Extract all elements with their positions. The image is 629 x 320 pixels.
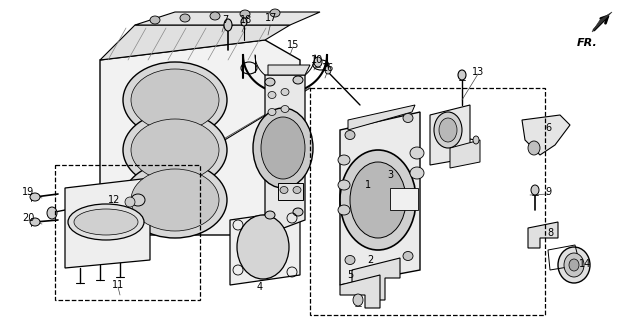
Polygon shape: [268, 65, 310, 75]
Ellipse shape: [265, 211, 275, 219]
Ellipse shape: [224, 19, 232, 31]
Polygon shape: [278, 183, 303, 200]
Text: 13: 13: [472, 67, 484, 77]
Text: 14: 14: [579, 259, 591, 269]
Ellipse shape: [569, 259, 579, 271]
Ellipse shape: [68, 204, 144, 240]
Ellipse shape: [410, 147, 424, 159]
Text: 12: 12: [108, 195, 120, 205]
Ellipse shape: [241, 18, 247, 26]
Ellipse shape: [240, 10, 250, 18]
Text: 16: 16: [322, 63, 334, 73]
Ellipse shape: [125, 197, 135, 207]
Ellipse shape: [403, 252, 413, 260]
Text: 19: 19: [22, 187, 34, 197]
Ellipse shape: [434, 112, 462, 148]
Ellipse shape: [345, 131, 355, 140]
Text: 15: 15: [287, 40, 299, 50]
Text: 18: 18: [240, 15, 252, 25]
Polygon shape: [340, 112, 420, 285]
Text: 1: 1: [365, 180, 371, 190]
Ellipse shape: [131, 119, 219, 181]
Text: 5: 5: [347, 270, 353, 280]
Ellipse shape: [458, 70, 466, 80]
Ellipse shape: [293, 208, 303, 216]
Ellipse shape: [293, 187, 301, 194]
Ellipse shape: [150, 16, 160, 24]
Ellipse shape: [30, 218, 40, 226]
Polygon shape: [100, 25, 290, 60]
Polygon shape: [265, 110, 300, 180]
Bar: [310, 88, 545, 315]
Text: 4: 4: [257, 282, 263, 292]
Ellipse shape: [338, 205, 350, 215]
Ellipse shape: [531, 185, 539, 195]
Polygon shape: [352, 258, 400, 300]
Ellipse shape: [123, 162, 227, 238]
Ellipse shape: [338, 180, 350, 190]
Ellipse shape: [210, 12, 220, 20]
Ellipse shape: [558, 247, 590, 283]
Ellipse shape: [280, 187, 288, 194]
Ellipse shape: [265, 78, 275, 86]
Ellipse shape: [528, 141, 540, 155]
Polygon shape: [340, 275, 380, 308]
Polygon shape: [135, 12, 320, 25]
Ellipse shape: [123, 62, 227, 138]
Text: 2: 2: [367, 255, 373, 265]
Polygon shape: [65, 178, 150, 268]
Ellipse shape: [340, 150, 416, 250]
Ellipse shape: [253, 108, 313, 188]
Ellipse shape: [47, 207, 57, 219]
Ellipse shape: [131, 169, 219, 231]
Ellipse shape: [350, 162, 406, 238]
Ellipse shape: [180, 14, 190, 22]
Ellipse shape: [338, 155, 350, 165]
Text: 3: 3: [387, 170, 393, 180]
Text: 20: 20: [22, 213, 34, 223]
Ellipse shape: [268, 92, 276, 99]
Ellipse shape: [325, 66, 331, 74]
Polygon shape: [100, 40, 300, 235]
Text: 7: 7: [222, 15, 228, 25]
Ellipse shape: [268, 108, 276, 116]
Text: 6: 6: [545, 123, 551, 133]
Polygon shape: [522, 115, 570, 155]
Polygon shape: [528, 222, 558, 248]
Ellipse shape: [564, 253, 584, 277]
Ellipse shape: [261, 117, 305, 179]
Ellipse shape: [353, 294, 363, 306]
Ellipse shape: [473, 136, 479, 144]
Ellipse shape: [30, 193, 40, 201]
Ellipse shape: [281, 89, 289, 95]
Text: FR.: FR.: [577, 38, 598, 48]
Ellipse shape: [281, 106, 289, 113]
Text: 11: 11: [112, 280, 124, 290]
Ellipse shape: [410, 167, 424, 179]
Bar: [55, 165, 200, 300]
Ellipse shape: [74, 209, 138, 235]
Ellipse shape: [345, 255, 355, 265]
Ellipse shape: [237, 215, 289, 279]
Bar: [390, 188, 418, 210]
Polygon shape: [265, 75, 305, 235]
Polygon shape: [348, 105, 415, 130]
Ellipse shape: [403, 114, 413, 123]
Ellipse shape: [314, 57, 322, 67]
Text: 17: 17: [265, 13, 277, 23]
Ellipse shape: [293, 76, 303, 84]
Ellipse shape: [131, 194, 145, 206]
Text: 9: 9: [545, 187, 551, 197]
Polygon shape: [592, 12, 612, 32]
Text: 8: 8: [547, 228, 553, 238]
Ellipse shape: [123, 112, 227, 188]
Ellipse shape: [270, 9, 280, 17]
Polygon shape: [430, 105, 470, 165]
Polygon shape: [230, 210, 300, 285]
Ellipse shape: [439, 118, 457, 142]
Text: 10: 10: [311, 55, 323, 65]
Polygon shape: [450, 140, 480, 168]
Ellipse shape: [131, 69, 219, 131]
